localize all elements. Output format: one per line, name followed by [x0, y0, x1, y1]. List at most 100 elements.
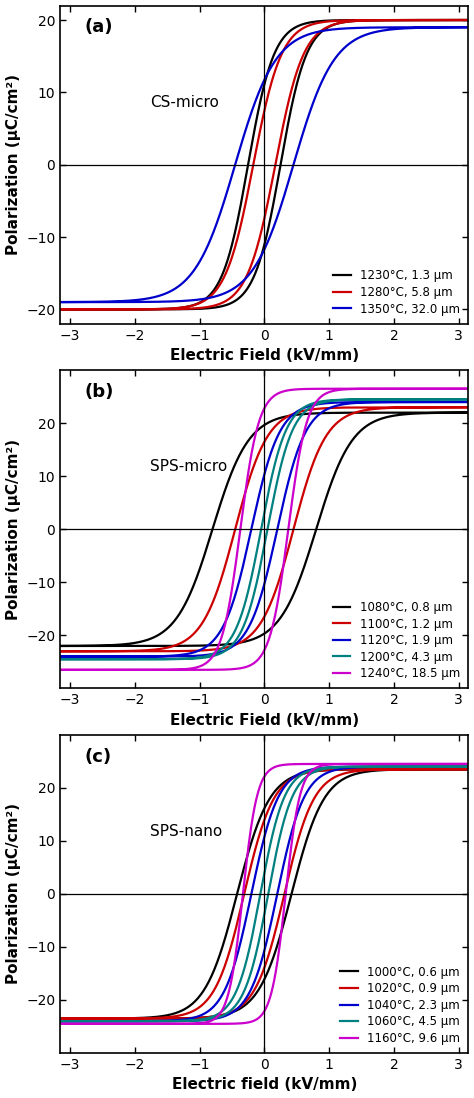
1160°C, 9.6 μm [465, 758, 471, 771]
1350°C, 32.0 μm [57, 295, 63, 309]
1350°C, 32.0 μm [428, 21, 433, 34]
1280°C, 5.8 μm [445, 13, 450, 26]
Line: 1060°C, 4.5 μm: 1060°C, 4.5 μm [60, 766, 468, 1021]
1200°C, 4.3 μm [166, 652, 172, 665]
1040°C, 2.3 μm [465, 760, 471, 773]
X-axis label: Electric Field (kV/mm): Electric Field (kV/mm) [170, 713, 359, 728]
Y-axis label: Polarization (μC/cm²): Polarization (μC/cm²) [6, 439, 20, 619]
Line: 1280°C, 5.8 μm: 1280°C, 5.8 μm [60, 20, 468, 310]
1240°C, 18.5 μm [428, 382, 433, 395]
1000°C, 0.6 μm [195, 1011, 201, 1024]
X-axis label: Electric Field (kV/mm): Electric Field (kV/mm) [170, 348, 359, 363]
1230°C, 1.3 μm [333, 18, 338, 31]
1230°C, 1.3 μm [428, 13, 433, 26]
1080°C, 0.8 μm [445, 406, 450, 419]
1240°C, 18.5 μm [465, 382, 471, 395]
Line: 1040°C, 2.3 μm: 1040°C, 2.3 μm [60, 766, 468, 1021]
1120°C, 1.9 μm [445, 395, 450, 408]
1230°C, 1.3 μm [445, 13, 450, 26]
1060°C, 4.5 μm [445, 760, 450, 773]
1120°C, 1.9 μm [166, 650, 172, 663]
Text: (c): (c) [85, 748, 112, 765]
1000°C, 0.6 μm [445, 763, 450, 776]
1240°C, 18.5 μm [57, 663, 63, 676]
Line: 1000°C, 0.6 μm: 1000°C, 0.6 μm [60, 770, 468, 1019]
1020°C, 0.9 μm [195, 1011, 201, 1024]
1000°C, 0.6 μm [465, 763, 471, 776]
Legend: 1080°C, 0.8 μm, 1100°C, 1.2 μm, 1120°C, 1.9 μm, 1200°C, 4.3 μm, 1240°C, 18.5 μm: 1080°C, 0.8 μm, 1100°C, 1.2 μm, 1120°C, … [330, 598, 463, 683]
1080°C, 0.8 μm [465, 406, 471, 419]
1350°C, 32.0 μm [465, 21, 471, 34]
1350°C, 32.0 μm [412, 21, 418, 34]
1080°C, 0.8 μm [57, 639, 63, 652]
1040°C, 2.3 μm [445, 760, 450, 773]
1020°C, 0.9 μm [412, 763, 418, 776]
Line: 1200°C, 4.3 μm: 1200°C, 4.3 μm [60, 400, 468, 659]
1240°C, 18.5 μm [57, 663, 63, 676]
1160°C, 9.6 μm [166, 1017, 172, 1030]
1060°C, 4.5 μm [428, 760, 433, 773]
1080°C, 0.8 μm [428, 406, 433, 419]
1120°C, 1.9 μm [195, 649, 201, 662]
1280°C, 5.8 μm [333, 18, 338, 31]
1040°C, 2.3 μm [428, 760, 433, 773]
1100°C, 1.2 μm [445, 401, 450, 414]
1350°C, 32.0 μm [166, 285, 172, 299]
1000°C, 0.6 μm [166, 1012, 172, 1026]
Text: (b): (b) [85, 383, 114, 401]
1100°C, 1.2 μm [166, 645, 172, 658]
1060°C, 4.5 μm [195, 1013, 201, 1027]
Legend: 1230°C, 1.3 μm, 1280°C, 5.8 μm, 1350°C, 32.0 μm: 1230°C, 1.3 μm, 1280°C, 5.8 μm, 1350°C, … [331, 267, 463, 318]
Y-axis label: Polarization (μC/cm²): Polarization (μC/cm²) [6, 804, 20, 985]
1100°C, 1.2 μm [195, 645, 201, 658]
1040°C, 2.3 μm [166, 1015, 172, 1028]
1160°C, 9.6 μm [412, 758, 418, 771]
1200°C, 4.3 μm [57, 652, 63, 665]
1040°C, 2.3 μm [412, 760, 418, 773]
1120°C, 1.9 μm [333, 400, 338, 413]
1100°C, 1.2 μm [428, 401, 433, 414]
Line: 1160°C, 9.6 μm: 1160°C, 9.6 μm [60, 764, 468, 1023]
1000°C, 0.6 μm [333, 778, 338, 792]
1200°C, 4.3 μm [428, 393, 433, 406]
1240°C, 18.5 μm [333, 382, 338, 395]
1060°C, 4.5 μm [57, 1015, 63, 1028]
Line: 1080°C, 0.8 μm: 1080°C, 0.8 μm [60, 413, 468, 646]
1120°C, 1.9 μm [428, 395, 433, 408]
1080°C, 0.8 μm [166, 639, 172, 652]
1060°C, 4.5 μm [465, 760, 471, 773]
1120°C, 1.9 μm [57, 650, 63, 663]
1230°C, 1.3 μm [195, 302, 201, 315]
1020°C, 0.9 μm [166, 1012, 172, 1026]
1100°C, 1.2 μm [412, 401, 418, 414]
1060°C, 4.5 μm [333, 761, 338, 774]
Text: (a): (a) [85, 19, 113, 36]
1160°C, 9.6 μm [57, 1017, 63, 1030]
1240°C, 18.5 μm [166, 663, 172, 676]
1240°C, 18.5 μm [195, 660, 201, 673]
1060°C, 4.5 μm [166, 1015, 172, 1028]
1160°C, 9.6 μm [195, 1017, 201, 1030]
1060°C, 4.5 μm [412, 760, 418, 773]
1230°C, 1.3 μm [166, 303, 172, 316]
1280°C, 5.8 μm [57, 303, 63, 316]
Text: SPS-micro: SPS-micro [150, 459, 227, 474]
1280°C, 5.8 μm [195, 302, 201, 315]
1080°C, 0.8 μm [57, 639, 63, 652]
1000°C, 0.6 μm [57, 1012, 63, 1026]
1280°C, 5.8 μm [166, 303, 172, 316]
1080°C, 0.8 μm [333, 466, 338, 479]
1160°C, 9.6 μm [333, 758, 338, 771]
1230°C, 1.3 μm [57, 303, 63, 316]
1200°C, 4.3 μm [57, 652, 63, 665]
1240°C, 18.5 μm [445, 382, 450, 395]
Legend: 1000°C, 0.6 μm, 1020°C, 0.9 μm, 1040°C, 2.3 μm, 1060°C, 4.5 μm, 1160°C, 9.6 μm: 1000°C, 0.6 μm, 1020°C, 0.9 μm, 1040°C, … [337, 963, 463, 1047]
1040°C, 2.3 μm [57, 1015, 63, 1028]
Line: 1350°C, 32.0 μm: 1350°C, 32.0 μm [60, 27, 468, 302]
1200°C, 4.3 μm [465, 393, 471, 406]
1230°C, 1.3 μm [412, 13, 418, 26]
1060°C, 4.5 μm [57, 1015, 63, 1028]
1350°C, 32.0 μm [195, 258, 201, 271]
X-axis label: Electric field (kV/mm): Electric field (kV/mm) [172, 1077, 357, 1093]
1350°C, 32.0 μm [445, 21, 450, 34]
